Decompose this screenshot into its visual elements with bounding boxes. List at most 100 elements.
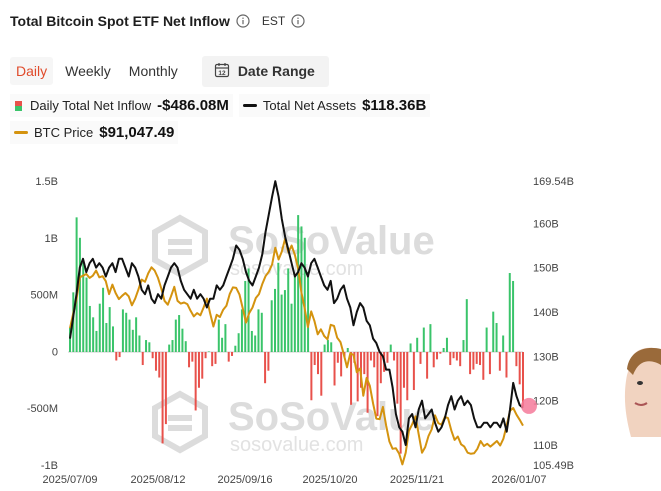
- inflow-bar: [426, 352, 429, 379]
- y-left-tick: -1B: [41, 460, 58, 472]
- legend-assets-value: $118.36B: [362, 97, 427, 114]
- inflow-bar: [164, 352, 167, 425]
- inflow-bar: [118, 352, 121, 358]
- inflow-bar: [217, 319, 220, 352]
- inflow-bar: [181, 328, 184, 352]
- x-tick: 2025/09/16: [217, 474, 272, 486]
- inflow-bar: [462, 340, 465, 352]
- price-swatch-icon: [14, 130, 28, 134]
- inflow-bar: [148, 342, 151, 352]
- inflow-bar: [178, 315, 181, 352]
- inflow-bar: [234, 345, 237, 352]
- timezone-label: EST: [261, 14, 286, 28]
- y-right-tick: 140B: [533, 307, 559, 319]
- date-range-label: Date Range: [237, 63, 315, 79]
- inflow-bar: [161, 352, 164, 444]
- inflow-bar: [82, 262, 85, 352]
- hover-marker[interactable]: [521, 397, 537, 414]
- page-title: Total Bitcoin Spot ETF Net Inflow: [10, 13, 230, 29]
- inflow-bar: [257, 309, 260, 352]
- date-range-button[interactable]: 12 Date Range: [201, 55, 329, 87]
- inflow-bar: [85, 277, 88, 352]
- btc-price-line: [69, 237, 524, 466]
- inflow-bar: [373, 352, 376, 368]
- total-net-assets-line: [69, 180, 524, 446]
- inflow-bar: [184, 341, 187, 352]
- inflow-bar: [346, 347, 349, 352]
- inflow-bar: [522, 352, 524, 407]
- x-tick: 2025/07/09: [42, 474, 97, 486]
- x-tick: 2026/01/07: [491, 474, 546, 486]
- inflow-bar: [469, 352, 472, 375]
- inflow-bar: [455, 352, 458, 361]
- inflow-bar: [194, 352, 197, 411]
- inflow-bar: [419, 352, 422, 364]
- inflow-bar: [502, 335, 505, 352]
- inflow-bar: [442, 347, 445, 352]
- inflow-bar: [512, 280, 515, 352]
- inflow-bar: [267, 352, 270, 371]
- tab-monthly[interactable]: Monthly: [128, 63, 178, 79]
- inflow-bar: [396, 352, 399, 404]
- inflow-bar: [293, 276, 296, 352]
- y-left-tick: -500M: [27, 403, 58, 415]
- tab-weekly[interactable]: Weekly: [65, 63, 111, 79]
- inflow-bar: [340, 352, 343, 377]
- legend-inflow-value: -$486.08M: [157, 97, 229, 114]
- inflow-bar: [330, 342, 333, 352]
- inflow-bar: [475, 352, 478, 364]
- inflow-bar: [445, 337, 448, 352]
- inflow-bar: [264, 352, 267, 384]
- inflow-bar: [108, 307, 111, 352]
- inflow-bar: [98, 303, 101, 352]
- inflow-bar: [307, 271, 310, 352]
- inflow-bar: [188, 352, 191, 368]
- inflow-bar: [105, 323, 108, 352]
- inflow-bar: [439, 352, 442, 354]
- tab-daily[interactable]: Daily: [10, 57, 54, 85]
- legend-price[interactable]: BTC Price $91,047.49: [10, 121, 179, 144]
- inflow-bar: [429, 324, 432, 352]
- timezone-info-icon[interactable]: [291, 14, 305, 28]
- inflow-bar: [386, 352, 389, 363]
- inflow-bar: [492, 311, 495, 352]
- x-axis: 2025/07/09 2025/08/12 2025/09/16 2025/10/20…: [42, 474, 546, 486]
- line-series: [69, 180, 524, 466]
- inflow-bar: [488, 352, 491, 375]
- inflow-bar: [283, 290, 286, 352]
- legend-assets[interactable]: Total Net Assets $118.36B: [238, 94, 431, 117]
- inflow-bar: [197, 352, 200, 388]
- inflow-bar: [125, 312, 128, 352]
- period-tabs: Daily Weekly Monthly 12 Date Range: [10, 55, 329, 87]
- x-tick: 2025/11/21: [390, 474, 444, 486]
- inflow-bar: [138, 335, 141, 352]
- inflow-bar: [508, 273, 511, 352]
- inflow-bar: [363, 352, 366, 375]
- inflow-bar: [88, 305, 91, 352]
- legend-price-value: $91,047.49: [99, 124, 175, 141]
- svg-text:12: 12: [218, 70, 226, 77]
- inflow-bar: [323, 344, 326, 352]
- inflow-bar: [333, 352, 336, 386]
- inflow-bar: [416, 337, 419, 352]
- inflow-bar: [247, 268, 250, 352]
- inflow-bar: [449, 352, 452, 366]
- legend-row-2: BTC Price $91,047.49: [10, 121, 184, 144]
- inflow-bar: [171, 340, 174, 352]
- inflow-bar: [204, 352, 207, 359]
- inflow-bar: [326, 340, 329, 352]
- inflow-bar: [498, 352, 501, 371]
- inflow-bar: [135, 317, 138, 352]
- inflow-bar: [406, 352, 409, 401]
- inflow-bar: [316, 352, 319, 375]
- inflow-bar: [207, 351, 210, 352]
- x-tick: 2025/08/12: [130, 474, 185, 486]
- avatar: [623, 345, 661, 437]
- inflow-bar: [201, 352, 204, 379]
- legend-row-1: Daily Total Net Inflow -$486.08M Total N…: [10, 94, 436, 117]
- legend-inflow[interactable]: Daily Total Net Inflow -$486.08M: [10, 94, 233, 117]
- inflow-bar: [69, 327, 71, 352]
- inflow-bar: [485, 327, 488, 352]
- info-icon[interactable]: [236, 14, 250, 28]
